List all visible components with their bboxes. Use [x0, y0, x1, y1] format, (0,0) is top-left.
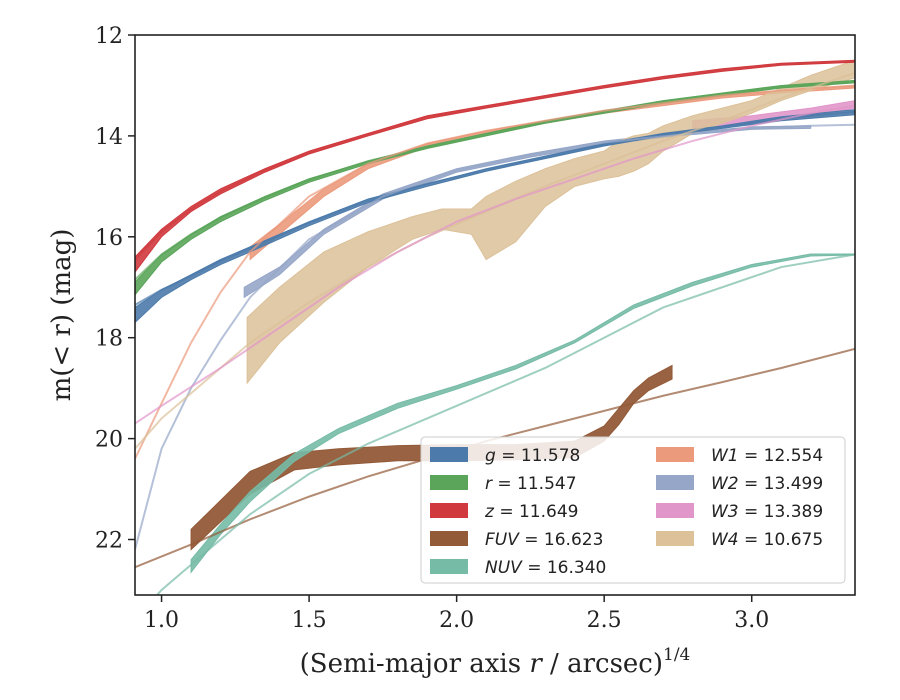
series-band-nuv — [190, 253, 855, 574]
series-line-g-model — [135, 110, 855, 306]
y-tick-label: 22 — [95, 529, 123, 554]
legend-swatch-w3 — [656, 503, 694, 518]
series-line-nuv-model — [155, 253, 855, 595]
x-tick-label: 1.5 — [292, 608, 327, 633]
legend-label-w3: W3 = 13.389 — [711, 502, 823, 522]
x-tick-label: 1.0 — [144, 608, 179, 633]
legend-swatch-w4 — [656, 531, 694, 546]
legend-label-nuv: NUV = 16.340 — [485, 558, 606, 578]
legend-label-fuv: FUV = 16.623 — [485, 530, 603, 550]
x-tick-label: 2.0 — [439, 608, 474, 633]
series-line-z-model — [135, 60, 855, 261]
legend-swatch-w1 — [656, 447, 694, 462]
data-layer — [135, 59, 855, 595]
y-tick-label: 18 — [95, 327, 123, 352]
legend-label-w4: W4 = 10.675 — [711, 530, 823, 550]
legend-swatch-nuv — [430, 559, 468, 574]
series-line-r-model — [135, 80, 855, 281]
y-axis-ticks: 12 14 16 18 20 22 — [95, 24, 135, 554]
y-tick-label: 12 — [95, 24, 123, 49]
legend: g = 11.578 r = 11.547 z = 11.649 FUV = 16.6… — [420, 436, 846, 584]
x-axis-ticks: 1.0 1.5 2.0 2.5 3.0 — [144, 595, 769, 633]
series-band-z — [135, 59, 855, 273]
legend-label-w2: W2 = 13.499 — [711, 474, 823, 494]
y-tick-label: 14 — [95, 125, 123, 150]
legend-box — [420, 436, 846, 584]
legend-swatch-z — [430, 503, 468, 518]
plot-frame — [134, 34, 856, 596]
legend-label-r: r = 11.547 — [485, 474, 577, 494]
series-line-w1-model — [135, 84, 855, 460]
legend-swatch-g — [430, 447, 468, 462]
series-band-w4 — [246, 59, 855, 385]
x-axis-label: (Semi-major axis r / arcsec)1/4 — [300, 645, 691, 679]
legend-label-z: z = 11.649 — [484, 502, 578, 522]
legend-swatch-w2 — [656, 475, 694, 490]
x-tick-label: 2.5 — [587, 608, 622, 633]
legend-label-g: g = 11.578 — [485, 446, 580, 466]
legend-swatch-fuv — [430, 531, 468, 546]
legend-label-w1: W1 = 12.554 — [711, 446, 823, 466]
y-tick-label: 20 — [95, 428, 123, 453]
x-tick-label: 3.0 — [734, 608, 769, 633]
y-axis-label: m(< r) (mag) — [47, 229, 77, 402]
y-tick-label: 16 — [95, 226, 123, 251]
legend-swatch-r — [430, 475, 468, 490]
series-line-w3-model — [135, 104, 855, 425]
